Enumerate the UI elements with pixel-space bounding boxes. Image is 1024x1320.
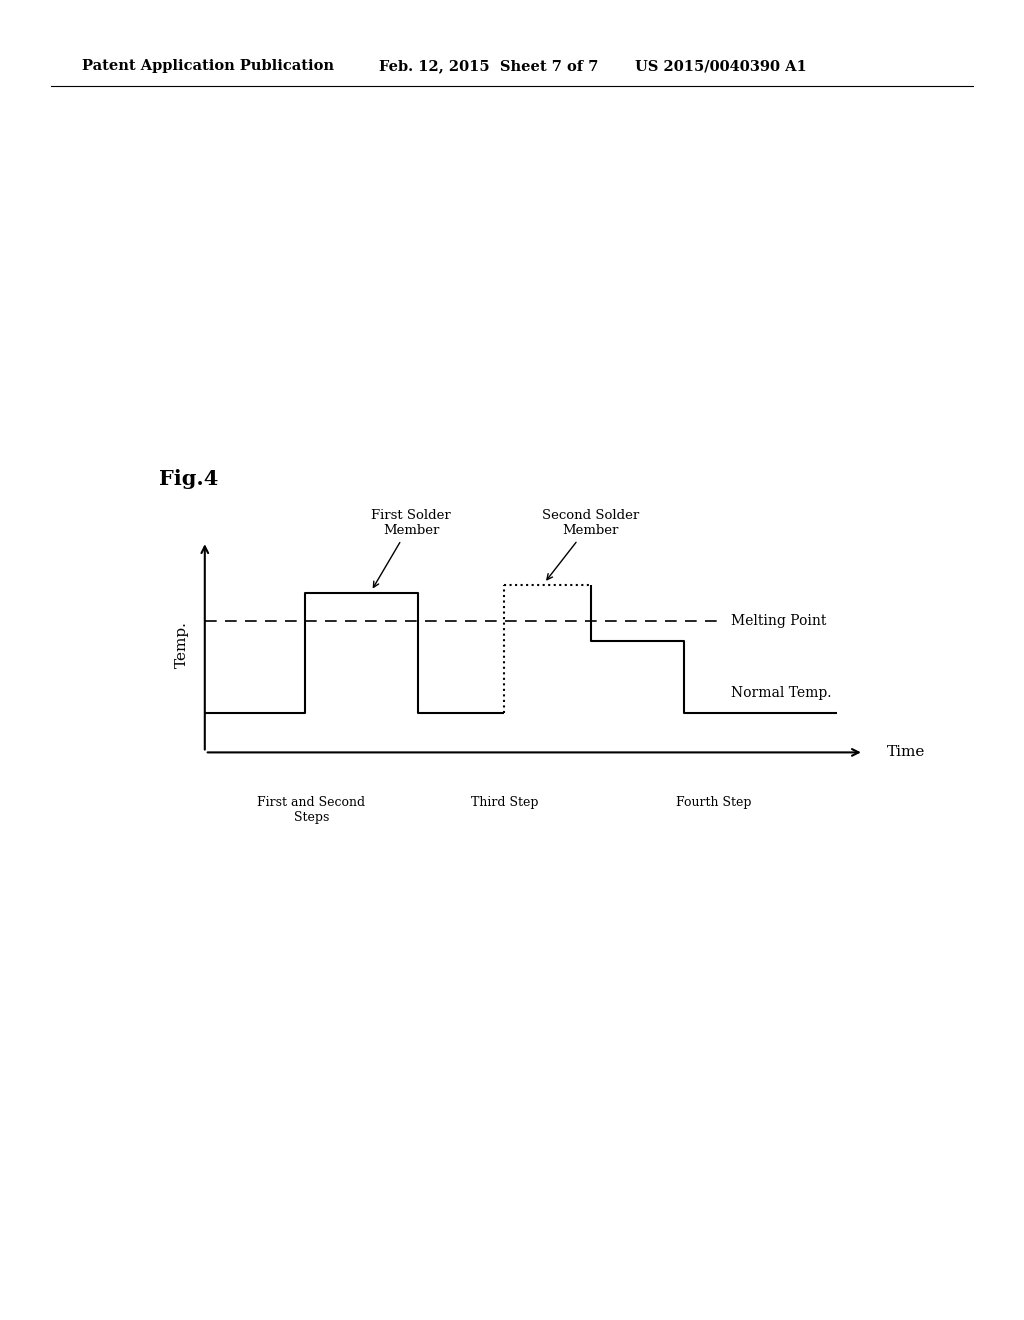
Text: Third Step: Third Step [471, 796, 538, 809]
Text: US 2015/0040390 A1: US 2015/0040390 A1 [635, 59, 807, 74]
Text: Fig.4: Fig.4 [159, 469, 218, 488]
Text: Feb. 12, 2015  Sheet 7 of 7: Feb. 12, 2015 Sheet 7 of 7 [379, 59, 598, 74]
Text: Patent Application Publication: Patent Application Publication [82, 59, 334, 74]
Text: First and Second
Steps: First and Second Steps [257, 796, 366, 824]
Text: Time: Time [887, 746, 926, 759]
Text: Second Solder
Member: Second Solder Member [543, 510, 639, 579]
Text: Temp.: Temp. [174, 622, 188, 668]
Text: Normal Temp.: Normal Temp. [731, 685, 831, 700]
Text: Fourth Step: Fourth Step [676, 796, 752, 809]
Text: Melting Point: Melting Point [731, 614, 826, 628]
Text: First Solder
Member: First Solder Member [372, 510, 451, 587]
